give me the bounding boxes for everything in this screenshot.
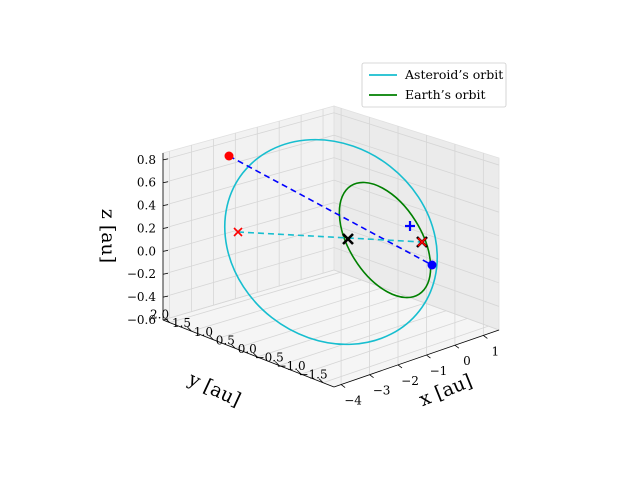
y-tick-mark	[274, 361, 280, 366]
red-dot-marker	[224, 151, 234, 161]
z-grid-line	[162, 224, 500, 284]
asteroid-orbit	[223, 138, 439, 346]
x-tick-mark	[369, 374, 374, 379]
y-ticks: −1.5−1.0−0.50.00.51.01.52.0	[150, 308, 328, 383]
y-tick-label: −0.5	[255, 351, 284, 365]
y-grid-line	[191, 279, 362, 332]
z-grid-line	[162, 112, 500, 166]
z-tick-mark	[162, 227, 169, 229]
y-grid-line	[322, 325, 489, 384]
legend-label-earth: Earth’s orbit	[405, 87, 486, 102]
x-tick-label: 0	[463, 354, 471, 368]
x-tick-mark	[454, 344, 460, 349]
y-grid-line	[279, 310, 447, 366]
z-axis-label: z [au]	[97, 209, 119, 263]
y-tick-mark	[165, 318, 170, 323]
z-tick-label: 0.8	[137, 153, 156, 167]
red-x-marker-left	[233, 227, 243, 237]
y-grid-line	[169, 271, 341, 323]
x-tick-label: −1	[430, 364, 448, 378]
y-tick-label: 1.5	[172, 316, 191, 330]
x-tick-label: −2	[401, 374, 419, 388]
z-grid-line	[162, 202, 500, 260]
y-tick-mark	[209, 335, 214, 341]
z-ticks: −0.6 −0.4 −0.2 0.0 0.2 0.4 0.6 0.8	[127, 153, 169, 327]
y-tick-label: 0.0	[238, 342, 257, 356]
z-grid-line	[162, 157, 500, 213]
y-axis-label: y [au]	[184, 368, 244, 412]
y-grid-line	[235, 295, 404, 349]
y-tick-mark	[187, 326, 192, 332]
z-tick-mark	[162, 204, 169, 207]
z-tick-mark	[162, 318, 169, 321]
y-tick-label: 2.0	[150, 308, 169, 322]
y-tick-label: 1.0	[194, 325, 213, 339]
z-tick-mark	[162, 272, 169, 275]
y-tick-label: −1.0	[277, 359, 306, 373]
z-tick-label: 0.0	[137, 244, 156, 258]
y-tick-label: −1.5	[298, 368, 327, 382]
z-tick-label: 0.2	[137, 221, 156, 235]
z-tick-label: −0.2	[127, 267, 156, 281]
x-tick-label: −4	[344, 394, 362, 408]
x-axis-line	[333, 329, 500, 388]
x-ticks: −4 −3 −2 −1 0 1	[340, 335, 500, 408]
z-grid-line	[162, 247, 500, 307]
y-grid-line	[300, 318, 468, 375]
legend: Asteroid’s orbit Earth’s orbit	[361, 62, 507, 108]
blue-dashed-connector	[228, 155, 433, 266]
y-tick-mark	[296, 369, 302, 375]
blue-plus-marker	[405, 221, 415, 231]
blue-dot-marker	[427, 260, 437, 270]
y-tick-mark	[318, 378, 324, 383]
x-tick-mark	[340, 384, 346, 388]
z-tick-label: −0.6	[127, 313, 156, 327]
z-grid-line	[162, 134, 500, 190]
legend-box	[361, 62, 507, 108]
z-tick-label: 0.6	[137, 176, 156, 190]
y-tick-label: 0.5	[216, 333, 235, 347]
x-tick-mark	[397, 364, 403, 369]
y-tick-mark	[252, 352, 258, 358]
black-x-marker-left	[342, 233, 354, 245]
cyan-dashed-connector	[237, 231, 423, 243]
y-tick-mark	[231, 344, 236, 349]
z-tick-label: 0.4	[137, 199, 156, 213]
x-tick-mark	[426, 354, 431, 359]
y-grid-line	[213, 287, 383, 341]
z-grid-line	[162, 179, 500, 237]
x-tick-mark	[483, 335, 488, 339]
red-x-marker-right	[417, 237, 427, 247]
z-grid-line	[162, 269, 500, 331]
z-tick-mark	[162, 249, 169, 252]
z-tick-mark	[162, 295, 169, 298]
earth-orbit	[338, 181, 432, 299]
z-tick-mark	[162, 181, 169, 184]
x-tick-label: 1	[492, 344, 500, 358]
x-tick-label: −3	[373, 384, 391, 398]
z-tick-mark	[162, 158, 169, 161]
legend-label-asteroid: Asteroid’s orbit	[404, 67, 503, 82]
z-tick-label: −0.4	[127, 290, 157, 304]
